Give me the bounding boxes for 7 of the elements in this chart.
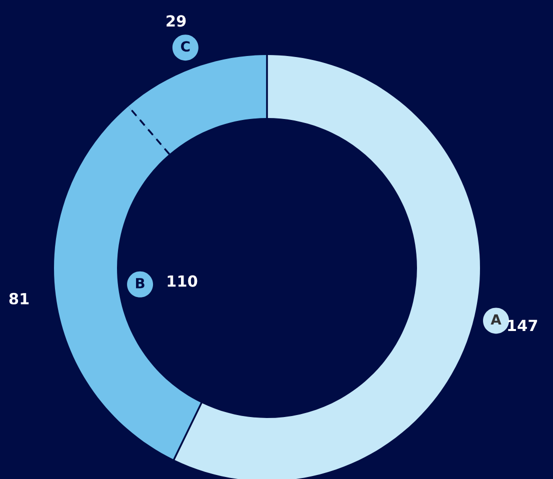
text: 110 [168,275,198,287]
slice-label: B [136,278,144,288]
slice-label: A [490,314,502,325]
data-label: 147 [508,320,538,331]
slice-label: C [181,41,190,52]
data-label: 29 [166,15,186,27]
data-label: 81 [9,292,29,304]
